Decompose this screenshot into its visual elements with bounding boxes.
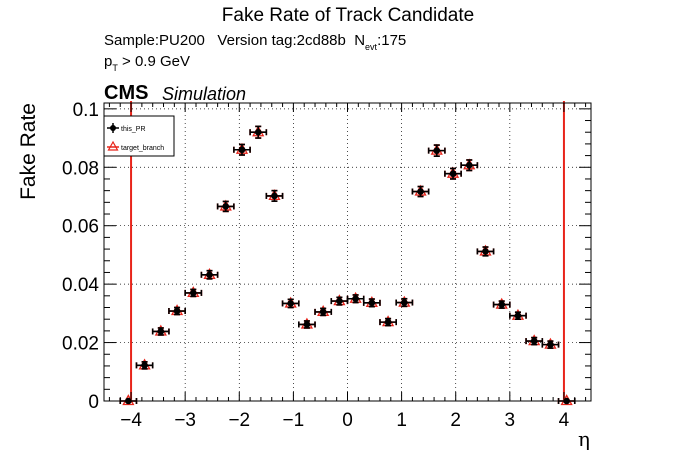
data-point-this_PR (492, 300, 511, 309)
data-point-this_PR (460, 159, 479, 172)
y-tick-label: 0.1 (73, 100, 99, 121)
x-tick-label: −2 (228, 410, 250, 431)
circle-marker (401, 299, 408, 306)
circle-marker (498, 301, 506, 308)
data-point-this_PR (411, 185, 430, 198)
legend-triangle-icon (107, 140, 119, 151)
circle-marker (141, 362, 148, 369)
legend-circle-icon (110, 125, 116, 131)
nevt-symbol: N (354, 32, 366, 49)
circle-marker (384, 318, 392, 326)
data-point-this_PR (379, 317, 398, 327)
x-tick-label: 2 (450, 410, 461, 431)
circle-marker (254, 128, 262, 136)
circle-marker (173, 307, 181, 315)
y-tick-label: 0.08 (62, 158, 99, 179)
data-point-this_PR (297, 320, 316, 329)
y-tick-label: 0.06 (62, 217, 99, 238)
data-point-this_PR (216, 200, 235, 213)
data-point-this_PR (200, 269, 219, 280)
x-tick-label: −1 (283, 410, 305, 431)
cms-label: CMS (104, 82, 149, 104)
circle-marker (482, 248, 489, 255)
data-point-this_PR (265, 189, 284, 202)
pt-cut-info: pT > 0.9 GeV (104, 53, 190, 73)
axis-ticks: −4 −3 −2 −1 0 1 2 3 4 0 0.02 0.04 0.06 0.08 0.1 (62, 100, 591, 431)
circle-marker (417, 188, 424, 195)
circle-marker (449, 170, 457, 178)
chart-title: Fake Rate of Track Candidate (221, 5, 475, 26)
circle-marker (547, 341, 554, 348)
circle-marker (530, 337, 538, 345)
data-point-this_PR (362, 298, 381, 308)
x-tick-label: 1 (396, 410, 407, 431)
circle-marker (563, 397, 570, 405)
data-point-this_PR (281, 298, 300, 309)
x-tick-label: 0 (342, 410, 353, 431)
data-point-this_PR (249, 125, 268, 139)
data-point-this_PR (476, 246, 495, 257)
nevt-value: :175 (377, 32, 407, 49)
x-tick-label: −4 (120, 410, 142, 431)
legend-label: this_PR (121, 126, 146, 133)
nevt-subscript: evt (365, 42, 378, 52)
x-tick-label: −3 (174, 410, 196, 431)
x-tick-label: 4 (559, 410, 570, 431)
grid-lines (104, 103, 591, 402)
pt-cut-value: > 0.9 GeV (117, 53, 190, 70)
data-point-this_PR (168, 306, 186, 316)
data-points (119, 125, 576, 406)
data-point-this_PR (444, 167, 462, 180)
circle-marker (352, 295, 359, 303)
circle-marker (465, 161, 473, 169)
sample-label: Sample:PU200 (104, 32, 205, 49)
data-point-this_PR (314, 307, 333, 317)
data-point-this_PR (330, 296, 349, 306)
data-point-this_PR (557, 397, 576, 405)
circle-marker (303, 321, 311, 328)
circle-marker (271, 192, 278, 200)
version-tag: Version tag:2cd88b (217, 32, 346, 49)
legend-box (103, 115, 175, 157)
data-point-this_PR (395, 297, 414, 308)
legend-label: target_branch (121, 145, 164, 152)
data-point-this_PR (427, 144, 446, 157)
circle-marker (125, 397, 132, 405)
circle-marker (189, 289, 197, 297)
circle-marker (368, 299, 376, 307)
circle-marker (222, 203, 230, 210)
data-point-this_PR (346, 294, 365, 304)
data-point-this_PR (119, 397, 138, 405)
y-tick-label: 0.02 (62, 334, 99, 355)
legend-entry-this_PR: this_PR (107, 123, 146, 133)
data-point-this_PR (525, 336, 544, 346)
y-tick-label: 0.04 (62, 275, 99, 296)
circle-marker (336, 297, 343, 305)
circle-marker (157, 328, 165, 335)
legend-entry-target_branch: target_branch (107, 140, 164, 152)
data-point-this_PR (135, 361, 154, 370)
circle-marker (206, 271, 213, 279)
circle-marker (514, 312, 522, 319)
y-axis-label: Fake Rate (17, 103, 40, 200)
data-point-this_PR (509, 311, 527, 320)
y-tick-label: 0 (88, 392, 99, 413)
circle-marker (287, 300, 294, 307)
pt-symbol: p (104, 53, 113, 70)
sample-info: Sample:PU200 Version tag:2cd88b Nevt:175 (104, 32, 407, 52)
x-axis-label: η (578, 427, 590, 451)
circle-marker (238, 146, 246, 154)
x-tick-label: 3 (505, 410, 516, 431)
data-point-this_PR (233, 143, 251, 156)
data-point-this_PR (184, 288, 203, 298)
pt-subscript: T (112, 63, 118, 73)
circle-marker (433, 147, 441, 154)
legend: this_PR target_branch (103, 115, 175, 157)
data-point-this_PR (151, 327, 170, 336)
simulation-label: Simulation (162, 84, 247, 104)
data-point-this_PR (541, 340, 560, 349)
circle-marker (319, 308, 327, 316)
